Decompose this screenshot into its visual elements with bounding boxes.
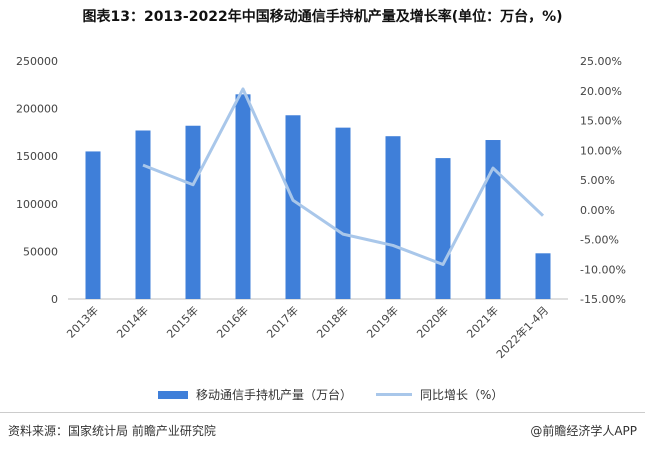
x-tick-label: 2013年 — [64, 303, 101, 340]
y2-tick-label: 25.00% — [580, 55, 622, 68]
legend-label-growth: 同比增长（%） — [420, 388, 504, 402]
footer-divider — [0, 412, 645, 413]
bar — [235, 94, 251, 299]
bar — [135, 130, 151, 299]
y2-tick-label: 0.00% — [580, 204, 615, 217]
bar-series — [85, 94, 551, 300]
y2-tick-label: 5.00% — [580, 174, 615, 187]
legend-item-growth: 同比增长（%） — [376, 386, 503, 403]
x-tick-label: 2018年 — [314, 303, 351, 340]
y2-tick-label: 15.00% — [580, 115, 622, 128]
bar — [285, 115, 301, 299]
y-tick-label: 250000 — [16, 55, 58, 68]
legend-item-production: 移动通信手持机产量（万台） — [158, 386, 352, 403]
bar — [385, 136, 401, 299]
y-tick-label: 0 — [51, 293, 58, 306]
bar — [485, 140, 501, 299]
source-note: 资料来源：国家统计局 前瞻产业研究院 — [8, 424, 216, 438]
brand-label: @前瞻经济学人APP — [530, 424, 637, 438]
y-tick-label: 150000 — [16, 150, 58, 163]
bar — [85, 151, 101, 299]
y-tick-label: 100000 — [16, 198, 58, 211]
y2-tick-label: 10.00% — [580, 144, 622, 157]
legend-label-production: 移动通信手持机产量（万台） — [196, 388, 353, 402]
legend-swatch-line — [376, 393, 412, 396]
bar — [335, 127, 351, 299]
x-tick-label: 2016年 — [214, 303, 251, 340]
legend-swatch-bar — [158, 390, 188, 399]
legend: 移动通信手持机产量（万台） 同比增长（%） — [0, 386, 645, 404]
y2-tick-label: -15.00% — [580, 293, 626, 306]
bar — [435, 158, 451, 299]
x-tick-label: 2017年 — [264, 303, 301, 340]
y-tick-labels: 0 50000 100000 150000 200000 250000 — [16, 55, 58, 306]
x-tick-labels: 2013年 2014年 2015年 2016年 2017年 2018年 2019年 2020年… — [64, 303, 551, 361]
y2-tick-label: -10.00% — [580, 263, 626, 276]
x-tick-label: 2021年 — [464, 303, 501, 340]
x-tick-label: 2022年1-4月 — [493, 303, 551, 361]
x-tick-label: 2020年 — [414, 303, 451, 340]
x-tick-label: 2014年 — [114, 303, 151, 340]
chart-title: 图表13：2013-2022年中国移动通信手持机产量及增长率(单位：万台，%) — [82, 9, 563, 25]
x-tick-label: 2019年 — [364, 303, 401, 340]
y2-tick-labels: -15.00% -10.00% -5.00% 0.00% 5.00% 10.00% 15.0… — [580, 55, 626, 306]
bar — [185, 125, 201, 300]
y2-tick-label: -5.00% — [580, 234, 619, 247]
y-tick-label: 200000 — [16, 103, 58, 116]
x-tick-label: 2015年 — [164, 303, 201, 340]
bar — [535, 253, 551, 299]
line-series — [142, 87, 545, 266]
y-tick-label: 50000 — [23, 245, 58, 258]
y2-tick-label: 20.00% — [580, 85, 622, 98]
